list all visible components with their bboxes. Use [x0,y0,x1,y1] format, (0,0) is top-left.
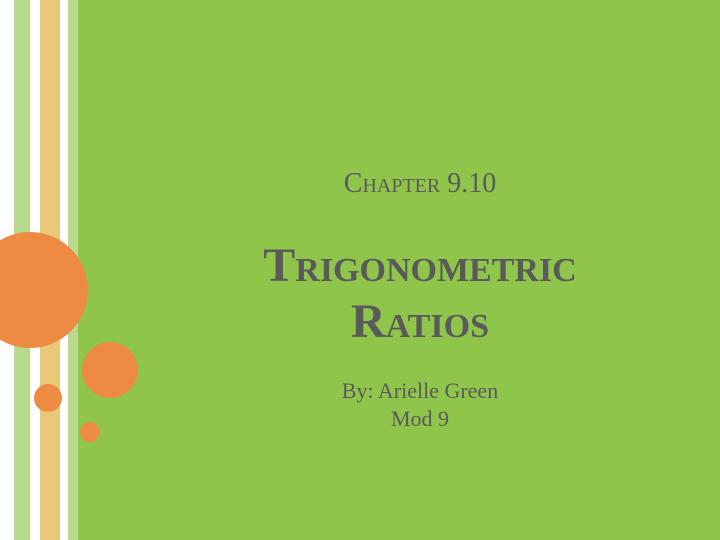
author-line: By: Arielle Green [180,378,660,404]
decor-circle [80,422,100,442]
chapter-label: Chapter 9.10 [180,168,660,200]
title-line-1: Trigonometric [140,238,700,293]
title-line-2: Ratios [140,294,700,349]
slide: Chapter 9.10 TrigonometricRatios By: Ariel… [0,0,720,540]
decor-circle [82,342,138,398]
mod-line: Mod 9 [180,406,660,432]
decor-circle [34,384,62,412]
